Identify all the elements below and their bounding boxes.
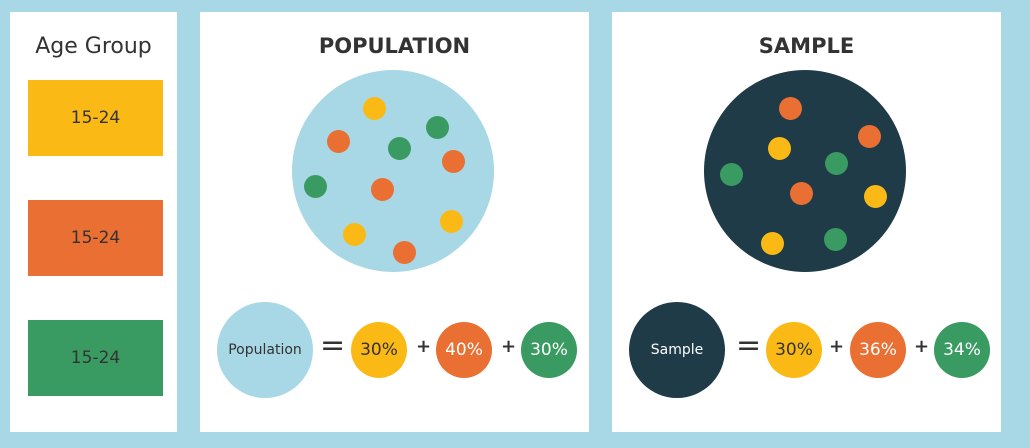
sample-dot [779, 97, 802, 120]
sample-share-green: 34% [934, 322, 990, 378]
plus-sign: + [501, 336, 517, 357]
population-share-green: 30% [521, 322, 577, 378]
population-share-orange: 40% [436, 322, 492, 378]
population-circle [292, 70, 494, 272]
sample-share-orange: 36% [850, 322, 906, 378]
population-dot [442, 150, 465, 173]
equals-sign: = [736, 328, 762, 363]
legend-item-green: 15-24 [28, 320, 163, 396]
sample-dot [825, 152, 848, 175]
sample-dot [720, 163, 743, 186]
population-dot [363, 97, 386, 120]
sample-panel: SAMPLE Sample = 30% + 36% + 34% [612, 12, 1001, 432]
sample-label-circle: Sample [629, 302, 725, 398]
population-equation: Population = 30% + 40% + 30% [200, 300, 589, 400]
age-group-legend: Age Group 15-24 15-24 15-24 [10, 12, 177, 432]
legend-title: Age Group [35, 34, 152, 59]
population-dot [304, 175, 327, 198]
sample-dot [761, 232, 784, 255]
sample-dot [790, 182, 813, 205]
sample-equation: Sample = 30% + 36% + 34% [612, 300, 1001, 400]
population-dot [327, 130, 350, 153]
sample-share-yellow: 30% [766, 322, 822, 378]
population-title: POPULATION [318, 34, 471, 58]
legend-item-orange: 15-24 [28, 200, 163, 276]
population-label-circle: Population [217, 302, 313, 398]
legend-item-yellow: 15-24 [28, 80, 163, 156]
sample-circle [704, 70, 906, 272]
population-dot [371, 178, 394, 201]
population-dot [426, 116, 449, 139]
sample-dot [824, 228, 847, 251]
population-panel: POPULATION Population = 30% + 40% + 30% [200, 12, 589, 432]
sample-dot [858, 125, 881, 148]
sample-dot [864, 185, 887, 208]
plus-sign: + [416, 336, 432, 357]
plus-sign: + [914, 336, 930, 357]
population-share-yellow: 30% [351, 322, 407, 378]
population-dot [388, 137, 411, 160]
equals-sign: = [320, 328, 346, 363]
population-dot [440, 210, 463, 233]
plus-sign: + [829, 336, 845, 357]
sample-title: SAMPLE [758, 34, 855, 58]
population-dot [343, 223, 366, 246]
population-dot [393, 241, 416, 264]
sample-dot [768, 137, 791, 160]
